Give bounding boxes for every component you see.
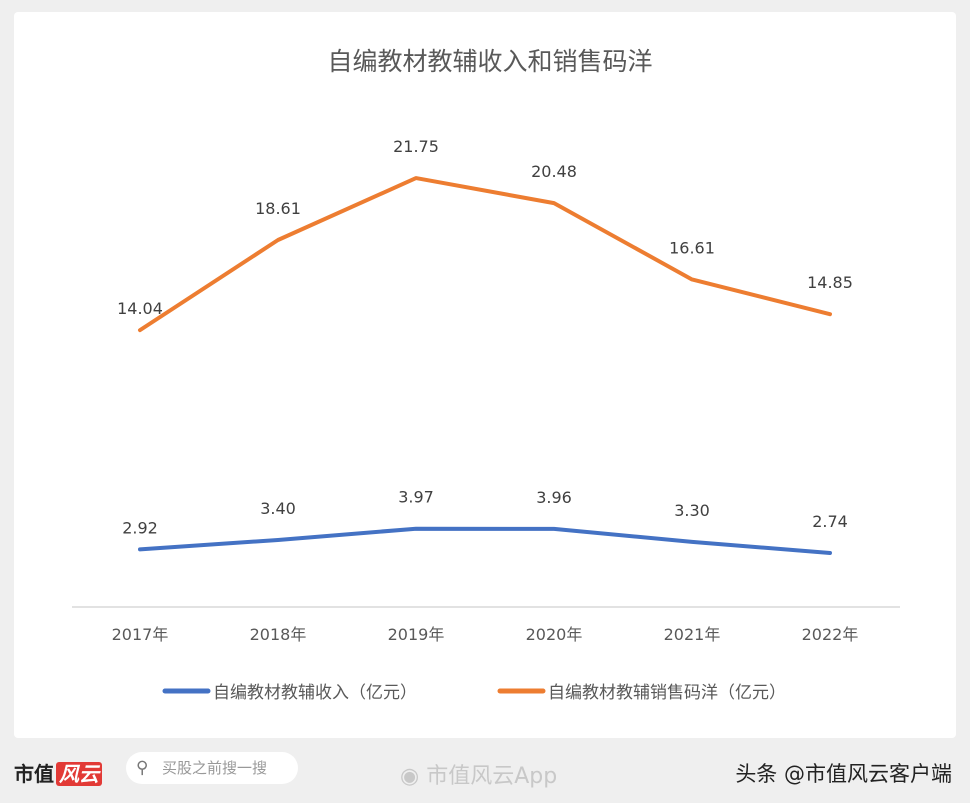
footer-bar: 市值 风云 ⚲ 买股之前搜一搜 ◉ 市值风云App 头条 @市值风云客户端 xyxy=(0,740,970,803)
data-label: 14.85 xyxy=(807,273,853,292)
series-line-1 xyxy=(138,176,832,333)
data-label: 3.40 xyxy=(260,499,296,518)
brand-logo: 市值 风云 xyxy=(14,758,102,787)
data-label: 21.75 xyxy=(393,137,439,156)
x-tick-label: 2020年 xyxy=(526,625,583,644)
x-tick-label: 2017年 xyxy=(112,625,169,644)
data-label: 3.96 xyxy=(536,488,572,507)
x-tick-label: 2022年 xyxy=(802,625,859,644)
search-placeholder: 买股之前搜一搜 xyxy=(162,759,268,777)
data-label: 14.04 xyxy=(117,299,163,318)
data-label: 2.74 xyxy=(812,512,848,531)
x-tick-label: 2018年 xyxy=(250,625,307,644)
data-label: 20.48 xyxy=(531,162,577,181)
x-tick-label: 2021年 xyxy=(664,625,721,644)
search-icon: ⚲ xyxy=(136,758,149,778)
chart-title: 自编教材教辅收入和销售码洋 xyxy=(327,47,652,76)
data-label: 2.92 xyxy=(122,518,158,537)
line-chart: 自编教材教辅收入和销售码洋 2017年 2018年 2019年 2020年 2021年 2… xyxy=(72,47,900,703)
data-label: 3.97 xyxy=(398,488,434,507)
weibo-watermark: ◉ 市值风云App xyxy=(400,758,557,790)
weibo-text: 市值风云App xyxy=(426,764,558,789)
logo-script: 风云 xyxy=(56,762,102,786)
chart-card: 自编教材教辅收入和销售码洋 2017年 2018年 2019年 2020年 2021年 2… xyxy=(14,12,956,738)
data-label: 3.30 xyxy=(674,501,710,520)
series-line-0 xyxy=(138,526,832,555)
weibo-icon: ◉ xyxy=(400,764,420,789)
search-box[interactable]: ⚲ 买股之前搜一搜 xyxy=(126,752,298,784)
logo-text: 市值 xyxy=(14,762,54,786)
legend-label-sales: 自编教材教辅销售码洋（亿元） xyxy=(548,683,786,703)
x-tick-label: 2019年 xyxy=(388,625,445,644)
data-label: 16.61 xyxy=(669,238,715,257)
data-label: 18.61 xyxy=(255,199,301,218)
legend-label-revenue: 自编教材教辅收入（亿元） xyxy=(213,683,417,703)
toutiao-attribution: 头条 @市值风云客户端 xyxy=(735,762,952,786)
legend: 自编教材教辅收入（亿元） 自编教材教辅销售码洋（亿元） xyxy=(162,683,786,703)
